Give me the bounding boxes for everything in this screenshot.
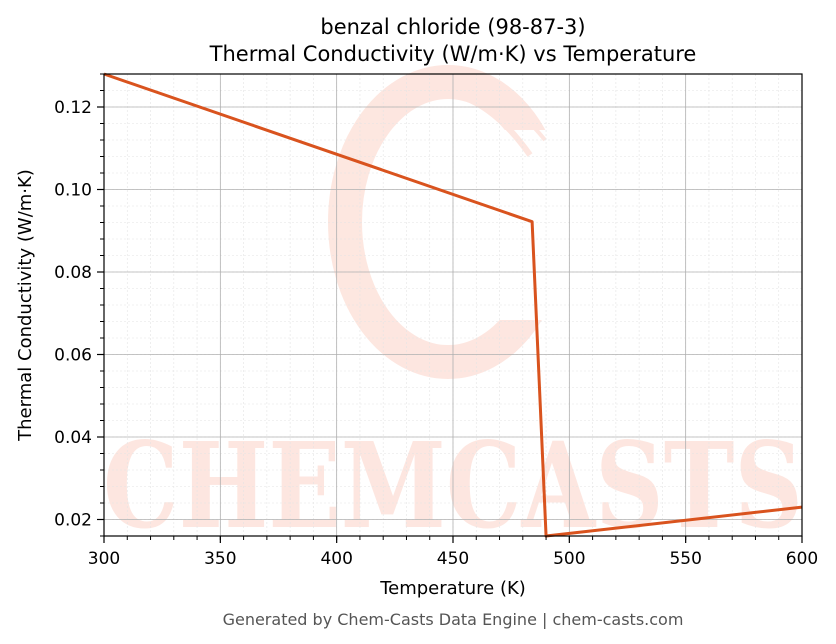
x-tick-label: 300 (88, 549, 120, 569)
y-tick-label: 0.08 (54, 263, 92, 283)
y-tick-label: 0.02 (54, 511, 92, 531)
chart-title-line2: Thermal Conductivity (W/m·K) vs Temperat… (209, 42, 697, 66)
x-tick-label: 500 (553, 549, 585, 569)
series-layer (103, 72, 803, 538)
x-tick-label: 350 (204, 549, 236, 569)
y-tick-label: 0.10 (54, 181, 92, 201)
x-axis-ticks: 300 350 400 450 500 550 600 (88, 536, 818, 569)
chart-title-line1: benzal chloride (98-87-3) (320, 15, 585, 39)
watermark-logo (328, 65, 590, 379)
y-axis-label: Thermal Conductivity (W/m·K) (15, 169, 36, 442)
x-tick-label: 550 (669, 549, 701, 569)
x-tick-label: 600 (786, 549, 818, 569)
y-tick-label: 0.04 (54, 428, 92, 448)
y-axis-ticks: 0.02 0.04 0.06 0.08 0.10 0.12 (54, 73, 104, 537)
footer-credit: Generated by Chem-Casts Data Engine | ch… (223, 610, 684, 629)
series-line (103, 72, 803, 538)
x-tick-label: 400 (320, 549, 352, 569)
x-tick-label: 450 (437, 549, 469, 569)
y-tick-label: 0.12 (54, 98, 92, 118)
x-axis-label: Temperature (K) (379, 578, 526, 599)
y-tick-label: 0.06 (54, 346, 92, 366)
